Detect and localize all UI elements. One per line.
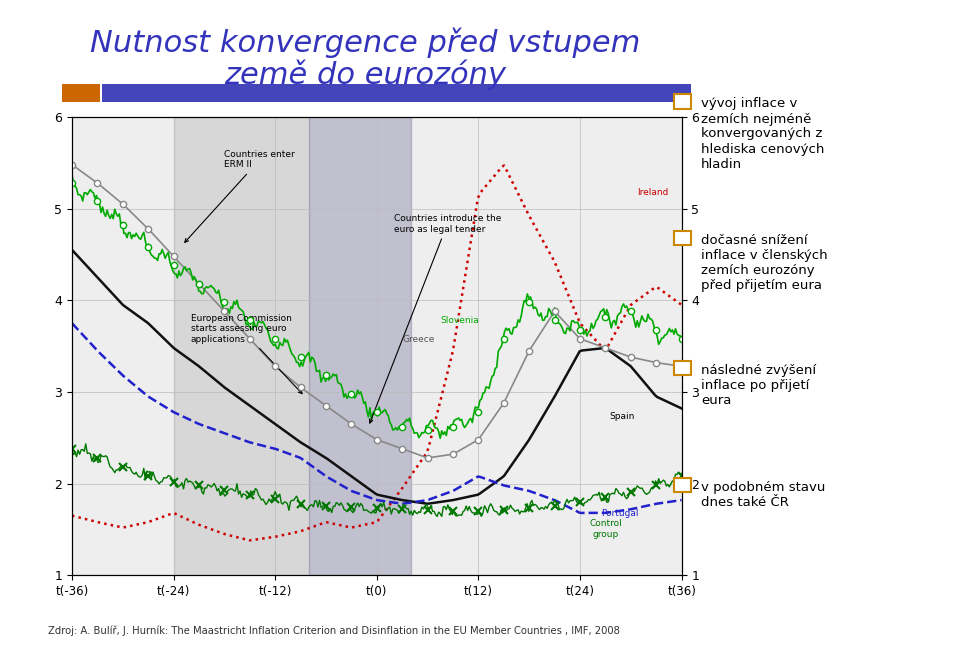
Text: European Commission
starts assessing euro
applications: European Commission starts assessing eur… [190, 314, 302, 394]
Text: země do eurozóny: země do eurozóny [224, 60, 506, 90]
Text: Ireland: Ireland [637, 188, 669, 197]
Text: Spain: Spain [610, 413, 635, 421]
Text: Zdroj: A. Bulíř, J. Hurník: The Maastricht Inflation Criterion and Disinflation : Zdroj: A. Bulíř, J. Hurník: The Maastric… [48, 625, 620, 636]
Text: Countries enter
ERM II: Countries enter ERM II [184, 150, 295, 242]
Text: Nutnost konvergence před vstupem: Nutnost konvergence před vstupem [89, 27, 640, 57]
Text: následné zvýšení
inflace po přijetí
eura: následné zvýšení inflace po přijetí eura [701, 364, 816, 407]
Bar [62, 84, 100, 102]
Text: vývoj inflace v
zemích nejméně
konvergovaných z
hlediska cenových
hladin: vývoj inflace v zemích nejméně konvergov… [701, 98, 825, 170]
Bar [674, 231, 691, 245]
Bar [309, 117, 411, 575]
Text: v podobném stavu
dnes také ČR: v podobném stavu dnes také ČR [701, 481, 826, 509]
Bar [674, 361, 691, 375]
Bar [674, 478, 691, 492]
Bar [674, 94, 691, 109]
Text: Slovenia: Slovenia [441, 316, 479, 325]
Text: Portugal: Portugal [601, 509, 638, 517]
Text: Control
group: Control group [589, 519, 622, 539]
Text: Greece: Greece [402, 335, 435, 344]
Bar [174, 117, 309, 575]
Text: Countries introduce the
euro as legal tender: Countries introduce the euro as legal te… [370, 214, 501, 423]
Text: dočasné snížení
inflace v členských
zemích eurozóny
před přijetím eura: dočasné snížení inflace v členských zemí… [701, 234, 828, 292]
